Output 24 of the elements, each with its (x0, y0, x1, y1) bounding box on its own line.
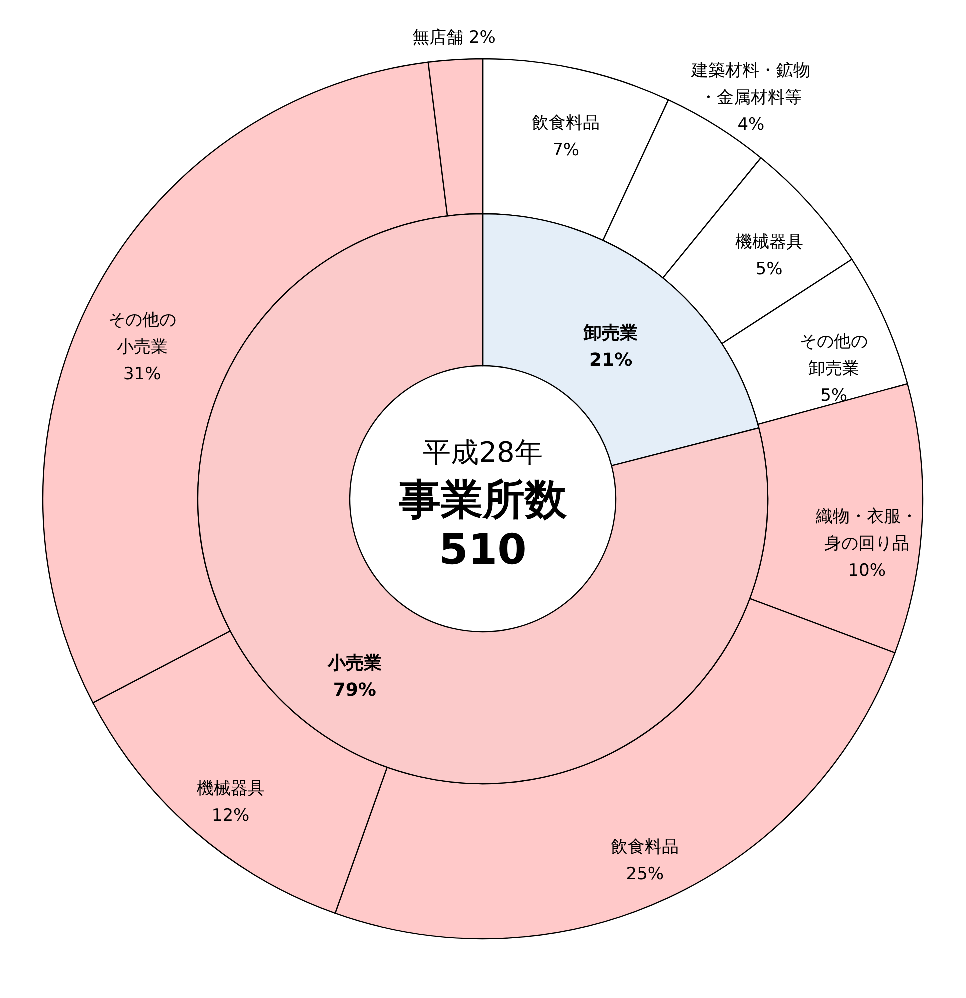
slice-label: 飲食料品 (532, 114, 600, 134)
slice-label: 機械器具 (196, 779, 265, 800)
text: 平成28年 (423, 436, 543, 469)
data-label: 31% (123, 364, 162, 385)
text: 510 (439, 525, 527, 574)
slice-label: 機械器具 (735, 232, 804, 252)
slice-label: 小売業 (326, 653, 382, 674)
data-label: 25% (626, 864, 664, 885)
data-label: 79% (333, 680, 376, 702)
text: 事業所数 (398, 475, 568, 524)
data-label: 21% (590, 350, 633, 371)
data-label: 5% (756, 259, 783, 280)
data-label: 12% (212, 806, 250, 826)
data-label: 10% (848, 560, 886, 581)
slice-label: 建築材料・鉱物・金属材料等 (690, 61, 811, 108)
slice-label: 飲食料品 (611, 838, 680, 858)
data-label: 4% (738, 115, 765, 136)
slice-label: 卸売業 (583, 322, 638, 344)
slice-label: 無店舗 2% (412, 28, 496, 48)
data-label: 7% (552, 140, 580, 161)
slice-label: 織物・衣服・身の回り品 (815, 506, 918, 554)
slice-label: その他の小売業 (108, 310, 176, 358)
slice-label: その他の卸売業 (800, 332, 868, 380)
data-label: 5% (820, 386, 848, 406)
